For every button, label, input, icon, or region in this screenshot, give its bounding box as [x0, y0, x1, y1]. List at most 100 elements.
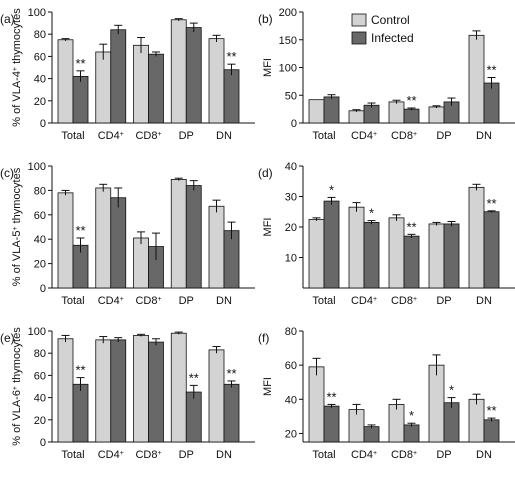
y-axis-label-sup: +	[12, 226, 19, 230]
significance-mark: **	[406, 93, 416, 108]
panel-label: (b)	[258, 12, 273, 26]
y-tick-label: 60	[34, 51, 46, 63]
significance-mark: **	[486, 196, 496, 211]
bar-infected-total	[323, 200, 340, 289]
x-tick-label-sup: +	[373, 450, 377, 457]
bar-control-dn	[468, 34, 485, 124]
y-tick-label: 100	[28, 7, 46, 19]
x-tick-label-sup: +	[373, 296, 377, 303]
bar-control-dp	[428, 364, 445, 443]
y-tick-label: 20	[285, 222, 297, 234]
bar-control-cd8	[388, 101, 405, 124]
x-tick-label: DP	[436, 295, 451, 307]
x-tick-label: CD4+	[98, 295, 124, 307]
y-axis-label-main: % of VLA-6	[11, 390, 23, 446]
y-tick-label: 100	[28, 326, 46, 338]
y-axis-label-rest: thymocytes	[11, 327, 23, 386]
significance-mark: **	[189, 370, 199, 385]
y-tick-label: 80	[34, 29, 46, 41]
x-tick-label: DN	[216, 449, 232, 461]
y-tick-label: 0	[40, 283, 46, 295]
y-axis-label-main: MFI	[262, 58, 274, 77]
bar-control-cd8	[388, 404, 405, 443]
significance-mark: *	[449, 383, 454, 398]
x-tick-label-main: CD8	[391, 130, 413, 142]
x-tick-label-sup: +	[413, 131, 417, 138]
chart-panel-1: (a)% of VLA-4+ thymocytes020406080100Tot…	[0, 7, 255, 142]
chart-panel-3: (c)% of VLA-5+ thymocytes020406080100Tot…	[0, 161, 255, 307]
bar-infected-dp	[185, 391, 202, 443]
bar-infected-total	[72, 75, 89, 124]
bar-control-dp	[170, 179, 187, 289]
y-tick-label: 40	[285, 161, 297, 173]
x-tick-label-main: DP	[179, 295, 194, 307]
bar-control-dp	[170, 19, 187, 124]
x-tick-label-main: CD4	[98, 295, 120, 307]
y-axis-label-rest: thymocytes	[11, 8, 23, 67]
bar-control-total	[308, 218, 325, 289]
bar-control-cd8	[133, 237, 149, 289]
x-tick-label: DN	[476, 449, 492, 461]
y-tick-label: 50	[285, 90, 297, 102]
y-tick-label: 60	[34, 370, 46, 382]
y-axis-label-main: MFI	[262, 218, 274, 237]
x-tick-label-main: Total	[312, 449, 335, 461]
bar-infected-dp	[185, 185, 202, 289]
bar-control-total	[57, 39, 74, 124]
bar-infected-dp	[185, 27, 202, 124]
y-axis-label: % of VLA-5+ thymocytes	[11, 167, 23, 286]
legend: Control Infected	[351, 13, 414, 45]
x-tick-label: CD4+	[98, 449, 124, 461]
x-tick-label-main: Total	[312, 130, 335, 142]
x-tick-label: DN	[476, 295, 492, 307]
panel-label: (c)	[0, 166, 14, 180]
bar-infected-dn	[483, 419, 500, 443]
legend-label-control: Control	[371, 13, 410, 27]
bar-control-cd4	[95, 187, 112, 289]
y-tick-label: 10	[285, 253, 297, 265]
x-tick-label: DP	[179, 449, 194, 461]
x-tick-label-main: Total	[61, 295, 84, 307]
legend-swatch-infected	[351, 31, 367, 45]
x-tick-label-main: Total	[61, 449, 84, 461]
bar-control-cd4	[348, 110, 365, 124]
x-tick-label: Total	[61, 449, 84, 461]
y-tick-label: 40	[34, 74, 46, 86]
bar-control-cd8	[388, 217, 405, 289]
x-tick-label-sup: +	[120, 131, 124, 138]
y-tick-label: 100	[28, 161, 46, 173]
y-tick-label: 40	[34, 234, 46, 246]
x-tick-label: DP	[179, 130, 194, 142]
x-tick-label-main: DN	[476, 449, 492, 461]
x-tick-label-main: DN	[476, 295, 492, 307]
significance-mark: **	[326, 389, 336, 404]
x-tick-label: CD8+	[135, 130, 161, 142]
y-axis-label-main: % of VLA-4	[11, 71, 23, 127]
x-tick-label-sup: +	[120, 296, 124, 303]
significance-mark: **	[226, 49, 236, 64]
x-tick-label-main: DP	[436, 295, 451, 307]
y-axis-label-sup: +	[12, 67, 19, 71]
y-tick-label: 30	[285, 192, 297, 204]
y-axis-label: MFI	[262, 218, 274, 237]
x-tick-label-main: DP	[436, 449, 451, 461]
bar-infected-cd8	[403, 108, 420, 124]
bar-control-dn	[468, 186, 485, 289]
x-tick-label-main: CD8	[391, 449, 413, 461]
bar-infected-cd4	[363, 104, 380, 124]
x-tick-label: CD4+	[98, 130, 124, 142]
bar-control-dp	[428, 223, 445, 289]
x-tick-label-main: DP	[179, 130, 194, 142]
bar-infected-cd8	[403, 424, 420, 443]
x-tick-label-sup: +	[373, 131, 377, 138]
y-tick-label: 200	[279, 7, 297, 19]
y-tick-label: 20	[285, 428, 297, 440]
y-axis-label: MFI	[262, 377, 274, 396]
significance-mark: *	[369, 206, 374, 221]
significance-mark: **	[75, 363, 85, 378]
y-tick-label: 60	[34, 210, 46, 222]
x-tick-label: CD4+	[351, 295, 377, 307]
